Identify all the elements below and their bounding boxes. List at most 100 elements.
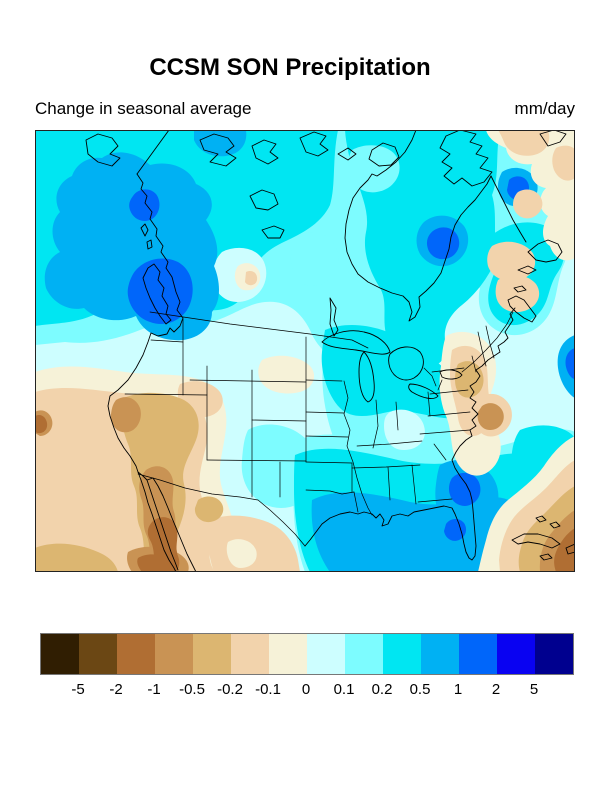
colorbar-segment <box>155 634 193 674</box>
state-line <box>189 379 307 383</box>
haida-gwaii-islands <box>140 223 153 250</box>
colorbar-segment <box>383 634 421 674</box>
contour-region <box>552 145 575 181</box>
state-line <box>431 367 465 373</box>
contour-region <box>226 539 257 568</box>
contour-region <box>110 397 141 433</box>
baffin-island <box>439 130 493 187</box>
state-line <box>387 466 391 501</box>
arctic-island <box>337 147 357 161</box>
mississippi-river <box>343 380 373 516</box>
colorbar-segment <box>497 634 535 674</box>
coastlines <box>85 130 575 572</box>
state-line <box>417 498 453 503</box>
colorbar-tick-label: -0.2 <box>217 681 243 698</box>
lake-superior <box>321 330 391 355</box>
colorbar-tick-label: 5 <box>529 681 539 698</box>
state-line <box>305 489 355 495</box>
colorbar-segment <box>307 634 345 674</box>
contour-region <box>477 403 504 430</box>
state-line <box>305 435 349 438</box>
colorbar-tick-label: -1 <box>147 681 161 698</box>
state-line <box>471 325 495 373</box>
contour-region <box>127 258 193 324</box>
contour-region <box>448 472 481 506</box>
contour-region <box>245 270 258 286</box>
contour-region <box>487 241 536 282</box>
state-line <box>427 391 431 417</box>
arctic-island <box>199 133 237 167</box>
vancouver-island <box>142 263 172 325</box>
state-line <box>356 440 423 447</box>
pacific-coastline <box>107 173 184 572</box>
bahamas-islands <box>535 515 561 529</box>
us-canada-border-east <box>423 311 514 391</box>
great-slave-lake <box>261 225 285 239</box>
contour-region <box>444 518 467 541</box>
state-line <box>372 399 379 449</box>
colorbar-ticks: -5 -2 -1 -0.5 -0.2 -0.1 0 0.1 0.2 0.5 1 2 5 <box>40 681 572 699</box>
contour-region <box>495 275 540 313</box>
contour-region <box>348 145 400 193</box>
colorbar-tick-label: 0.5 <box>409 681 431 698</box>
arctic-island <box>251 139 279 165</box>
contour-region <box>554 528 575 572</box>
contour-region <box>35 414 48 434</box>
state-line <box>411 464 417 505</box>
contour-region <box>35 543 118 572</box>
figure-title: CCSM SON Precipitation <box>149 54 431 81</box>
colorbar-tick-label: -2 <box>109 681 123 698</box>
colorbar-tick-label: 2 <box>491 681 501 698</box>
state-line <box>395 401 399 431</box>
contour-map <box>35 130 575 572</box>
colorbar-segment <box>345 634 383 674</box>
contour-region <box>137 554 176 572</box>
map-frame <box>35 130 575 572</box>
contour-region <box>426 227 460 260</box>
contour-region <box>513 189 543 219</box>
cuba <box>511 533 561 549</box>
arctic-island <box>85 133 121 167</box>
state-line <box>150 339 184 343</box>
state-line <box>433 443 447 461</box>
contour-region <box>498 130 550 156</box>
us-canada-border <box>149 311 369 349</box>
jamaica <box>539 553 553 561</box>
southampton-island <box>368 142 400 167</box>
contour-region <box>478 130 575 261</box>
colorbar-segment <box>41 634 79 674</box>
state-line <box>251 419 307 422</box>
colorbar-segment <box>459 634 497 674</box>
colorbar-tick-label: 0.1 <box>333 681 355 698</box>
colorbar-segment <box>79 634 117 674</box>
great-lakes <box>321 330 463 403</box>
us-mexico-border <box>137 473 306 547</box>
lake-winnipeg <box>329 297 339 337</box>
labrador-coast <box>490 175 527 243</box>
contour-region <box>321 325 466 419</box>
great-bear-lake <box>249 189 279 211</box>
state-line <box>427 411 471 417</box>
alaska-yukon-border <box>136 130 170 175</box>
state-line <box>429 389 469 395</box>
figure-subtitle: Change in seasonal average <box>35 99 252 118</box>
lake-erie <box>408 383 439 399</box>
colorbar-segment <box>269 634 307 674</box>
state-line <box>419 429 471 435</box>
lake-michigan <box>358 351 375 403</box>
prince-edward-island <box>513 285 527 293</box>
contour-region <box>258 355 315 394</box>
contour-region <box>565 348 575 379</box>
colorbar-tick-label: 1 <box>453 681 463 698</box>
lake-huron <box>388 346 424 381</box>
colorbar <box>40 633 574 675</box>
units-label: mm/day <box>514 99 575 118</box>
colorbar-segment <box>231 634 269 674</box>
colorbar-tick-label: -0.1 <box>255 681 281 698</box>
colorbar-segment <box>117 634 155 674</box>
colorbar-segment <box>421 634 459 674</box>
contour-region <box>194 496 224 523</box>
state-line <box>206 459 307 462</box>
newfoundland <box>527 239 563 263</box>
